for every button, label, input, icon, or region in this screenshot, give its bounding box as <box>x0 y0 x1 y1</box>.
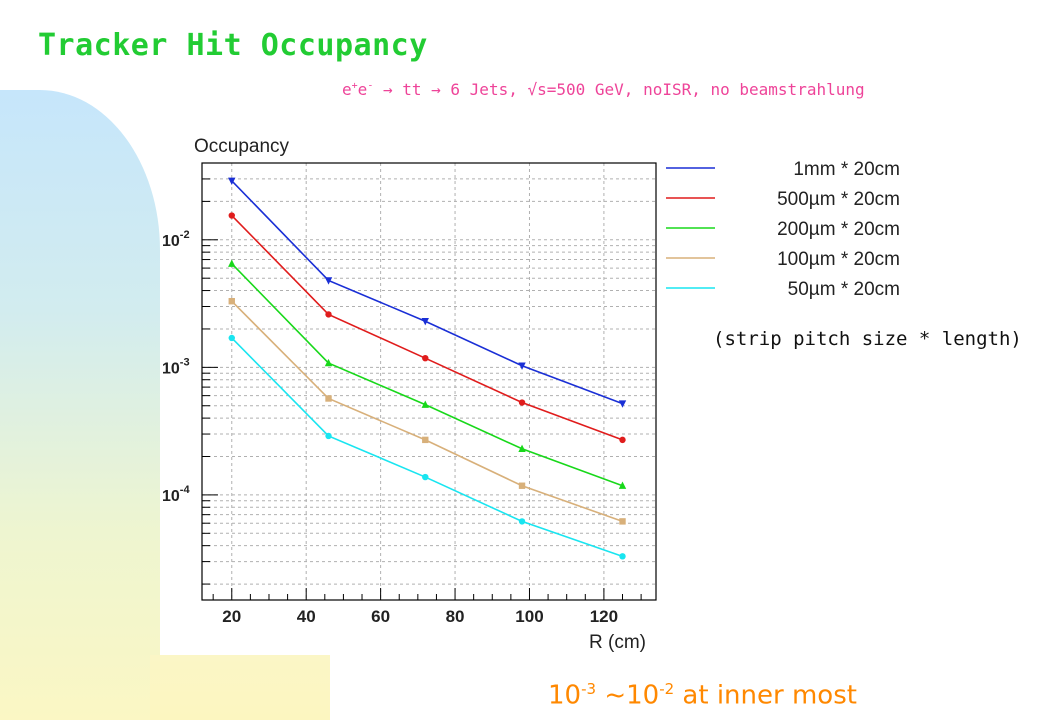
bottom-note-exp2: -2 <box>659 680 675 698</box>
subtitle-sup1: + <box>351 80 358 92</box>
x-tick-label: 120 <box>590 607 618 626</box>
data-point <box>228 177 236 186</box>
bottom-note-exp1: -3 <box>581 680 597 698</box>
y-tick-label: 10-3 <box>162 356 190 377</box>
legend: 1mm * 20cm 500µm * 20cm 200µm * 20cm 100µm … <box>666 159 900 300</box>
data-point <box>518 444 526 452</box>
x-tick-label: 40 <box>297 607 316 626</box>
background-gradient-bottom <box>150 655 330 720</box>
data-point <box>618 400 627 408</box>
slide-title: Tracker Hit Occupancy <box>38 28 428 63</box>
legend-label: 500µm * 20cm <box>777 189 900 210</box>
series-line <box>231 263 623 487</box>
data-point <box>618 481 627 489</box>
subtitle-part2: e <box>357 80 368 99</box>
data-point <box>324 358 333 367</box>
legend-label: 1mm * 20cm <box>793 159 900 180</box>
data-point <box>324 277 333 285</box>
data-point <box>619 553 626 560</box>
data-point <box>422 354 429 362</box>
series-line <box>231 180 623 405</box>
data-point <box>228 334 235 342</box>
x-tick-label: 80 <box>446 607 465 626</box>
data-point <box>518 482 526 489</box>
series-0 <box>228 177 627 408</box>
bottom-note-rest: at inner most <box>674 680 857 711</box>
data-point <box>421 400 429 408</box>
data-point <box>421 318 429 326</box>
data-point <box>518 399 526 406</box>
y-axis-label: Occupancy <box>194 136 290 157</box>
data-point <box>518 362 526 370</box>
series-4 <box>228 334 626 560</box>
data-point <box>422 473 429 481</box>
y-tick-label: 10-4 <box>162 484 190 505</box>
series-1 <box>228 212 626 444</box>
series-3 <box>228 298 626 525</box>
legend-label: 100µm * 20cm <box>777 249 900 270</box>
subtitle-part1: e <box>342 80 352 99</box>
data-point <box>325 395 332 402</box>
data-point <box>619 518 626 525</box>
data-point <box>228 298 235 305</box>
legend-label: 200µm * 20cm <box>777 219 900 240</box>
bottom-note-mid: ~10 <box>596 680 660 711</box>
background-gradient <box>0 90 160 720</box>
series-2 <box>228 259 627 489</box>
slide-subtitle: e+e- → tt → 6 Jets, √s=500 GeV, noISR, n… <box>342 80 865 99</box>
legend-note: (strip pitch size * length) <box>713 328 1022 350</box>
grid <box>202 162 656 600</box>
occupancy-chart: Occupancy 20 40 60 80 100 120 R (cm) 10-2 10-3 10-… <box>162 136 900 653</box>
plot-frame <box>201 162 657 601</box>
data-point <box>228 259 236 267</box>
x-axis-label: R (cm) <box>589 632 646 653</box>
data-point <box>325 432 332 440</box>
x-tick-label: 20 <box>222 607 241 626</box>
data-point <box>228 212 235 219</box>
y-tick-label: 10-2 <box>162 229 190 250</box>
x-tick-label: 60 <box>371 607 390 626</box>
series-line <box>231 300 623 523</box>
data-point <box>619 436 626 444</box>
bottom-note: 10-3 ~10-2 at inner most <box>548 680 857 711</box>
subtitle-sup2: - <box>367 80 374 92</box>
bottom-note-base1: 10 <box>548 680 582 711</box>
data-point <box>325 311 332 318</box>
x-tick-label: 100 <box>515 607 543 626</box>
subtitle-rest: → tt → 6 Jets, √s=500 GeV, noISR, no bea… <box>373 80 865 99</box>
data-point <box>518 518 526 525</box>
data-point <box>422 436 429 444</box>
legend-label: 50µm * 20cm <box>788 279 900 300</box>
